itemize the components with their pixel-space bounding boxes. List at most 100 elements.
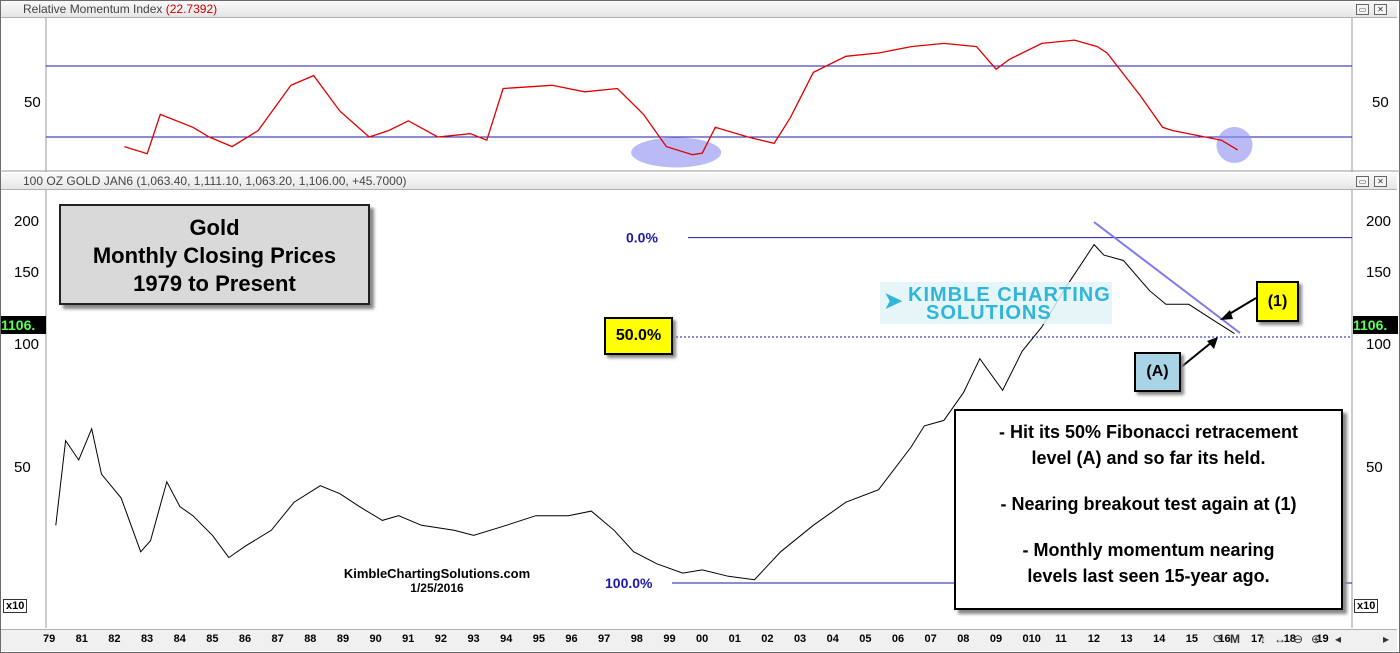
credit-site: KimbleChartingSolutions.com (343, 566, 531, 581)
x-tick: 88 (304, 633, 317, 645)
scale-label-right: x10 (1354, 599, 1379, 613)
x-tick: 03 (793, 633, 807, 645)
x-tick: 90 (369, 633, 382, 645)
x-tick: 96 (565, 633, 578, 645)
watermark-line-1: KIMBLE CHARTING (908, 284, 1111, 306)
price-y-tick-right: 150 (1366, 264, 1391, 281)
x-tick: 82 (108, 633, 121, 645)
downtrend-resistance-line (1093, 221, 1241, 334)
momentum-value: (22.7392) (165, 2, 218, 16)
x-tick: 93 (467, 633, 480, 645)
current-price-tag-right: 1106. (1353, 316, 1398, 334)
fib-100-label: 100.0% (605, 575, 653, 591)
x-tick: 07 (924, 633, 937, 645)
x-tick: 85 (206, 633, 219, 645)
scroll-left-icon[interactable]: ◂ (1334, 632, 1342, 646)
x-tick: 86 (238, 633, 252, 645)
momentum-y-tick-right: 50 (1372, 94, 1389, 111)
x-tick: 05 (859, 633, 872, 645)
x-tick: 91 (402, 633, 415, 645)
x-tick: 15 (1185, 633, 1198, 645)
title-line-1: Gold (189, 215, 240, 240)
commentary-line-4: - Monthly momentum nearing (1022, 540, 1275, 560)
price-y-tick-left: 50 (14, 459, 31, 476)
credit-date: 1/25/2016 (410, 581, 464, 595)
x-tick: 11 (1055, 633, 1067, 645)
fib-0-label: 0.0% (626, 230, 658, 246)
x-tick: 89 (336, 633, 350, 645)
commentary-line-5: levels last seen 15-year ago. (1027, 566, 1270, 586)
price-y-tick-left: 150 (14, 264, 39, 281)
x-tick: 97 (598, 633, 611, 645)
watermark-logo-icon: ➤ (884, 288, 904, 313)
x-tick: 16 (1218, 633, 1231, 645)
x-tick: 09 (989, 633, 1003, 645)
price-y-tick-right: 200 (1366, 213, 1391, 230)
arrow-a-head (1207, 337, 1218, 349)
commentary-box: - Hit its 50% Fibonacci retracement leve… (954, 409, 1343, 610)
x-tick: 79 (43, 633, 56, 645)
refresh-icon[interactable]: ⟳ (1212, 632, 1224, 646)
x-tick: 02 (761, 633, 774, 645)
x-tick: 81 (75, 633, 88, 645)
x-tick: 13 (1120, 633, 1133, 645)
vertical-zoom-icon[interactable]: ↕ (1260, 632, 1266, 646)
title-line-3: 1979 to Present (133, 271, 296, 296)
title-box: Gold Monthly Closing Prices 1979 to Pres… (59, 204, 370, 305)
commentary-line-1: - Hit its 50% Fibonacci retracement (998, 422, 1299, 442)
momentum-chart: 50 50 (0, 18, 1400, 172)
x-tick: 04 (826, 633, 839, 645)
momentum-panel-header: Relative Momentum Index (22.7392) ▭ ✕ (1, 1, 1397, 18)
price-y-tick-right: 50 (1366, 459, 1383, 476)
fib-50-tag: 50.0% (604, 317, 673, 355)
scale-label-left: x10 (3, 599, 28, 613)
x-tick: 14 (1153, 633, 1166, 645)
zoom-out-icon[interactable]: ⊖ (1292, 632, 1304, 646)
x-tick: 84 (173, 633, 186, 645)
credit: KimbleChartingSolutions.com 1/25/2016 (342, 566, 532, 595)
price-panel-title: 100 OZ GOLD JAN6 (1,063.40, 1,111.10, 1,… (23, 174, 407, 188)
restore-icon[interactable]: ▭ (1356, 4, 1369, 15)
x-tick: 06 (891, 633, 905, 645)
momentum-y-tick-left: 50 (24, 94, 41, 111)
x-tick: 01 (728, 633, 741, 645)
price-series-line (55, 243, 1235, 581)
x-tick: 00 (696, 633, 709, 645)
price-panel-header: 100 OZ GOLD JAN6 (1,063.40, 1,111.10, 1,… (1, 173, 1397, 190)
x-tick: 12 (1087, 633, 1101, 645)
x-tick: 92 (434, 633, 448, 645)
x-tick: 87 (271, 633, 284, 645)
price-y-tick-left: 200 (14, 213, 39, 230)
price-y-tick-right: 100 (1366, 336, 1391, 353)
zoom-in-icon[interactable]: ⊕ (1310, 632, 1322, 646)
horizontal-zoom-icon[interactable]: ↔ (1274, 632, 1286, 646)
momentum-low-highlight-2016 (1216, 127, 1253, 164)
price-y-ticks: 200 200 150 150 100 100 50 50 (14, 213, 1391, 476)
tag-1: (1) (1256, 281, 1299, 322)
commentary-line-3: - Nearing breakout test again at (1) (1000, 494, 1297, 514)
current-price-tag-left: 1106. (1, 316, 46, 334)
scroll-right-icon[interactable]: ▸ (1382, 632, 1390, 646)
x-axis-bar: 79 81 82 83 84 85 86 87 88 89 90 91 92 93 94 95 96 97 98 99… (1, 629, 1397, 651)
close-icon[interactable]: ✕ (1374, 4, 1387, 15)
x-tick: 83 (140, 633, 154, 645)
restore-icon[interactable]: ▭ (1356, 176, 1369, 187)
x-tick: 99 (663, 633, 676, 645)
title-line-2: Monthly Closing Prices (92, 243, 337, 268)
price-y-tick-left: 100 (14, 336, 39, 353)
close-icon[interactable]: ✕ (1374, 176, 1387, 187)
momentum-title: Relative Momentum Index (23, 2, 163, 16)
x-tick: 94 (500, 633, 513, 645)
momentum-low-highlight-1999 (631, 137, 722, 168)
watermark: ➤ KIMBLE CHARTING SOLUTIONS (880, 282, 1112, 324)
x-tick: 17 (1251, 633, 1264, 645)
momentum-series-line (124, 39, 1239, 156)
monthly-period-button[interactable]: M (1230, 632, 1240, 646)
price-chart: 200 200 150 150 100 100 50 50 0.0% 100.0% (14, 190, 1391, 628)
watermark-line-2: SOLUTIONS (926, 302, 1052, 324)
x-tick: 18 (1283, 633, 1296, 645)
x-tick: 19 (1316, 633, 1329, 645)
x-tick: 98 (630, 633, 643, 645)
tag-a: (A) (1134, 352, 1181, 392)
x-tick: 08 (957, 633, 970, 645)
